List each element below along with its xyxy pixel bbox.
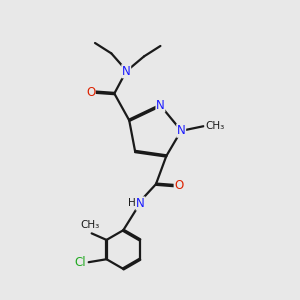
Text: CH₃: CH₃ [80,220,100,230]
Text: H: H [128,199,136,208]
Text: CH₃: CH₃ [205,121,224,131]
Text: O: O [174,179,184,192]
Text: N: N [122,65,130,78]
Text: N: N [156,99,165,112]
Text: N: N [136,197,145,210]
Text: O: O [86,85,95,98]
Text: N: N [177,124,186,137]
Text: Cl: Cl [74,256,86,269]
